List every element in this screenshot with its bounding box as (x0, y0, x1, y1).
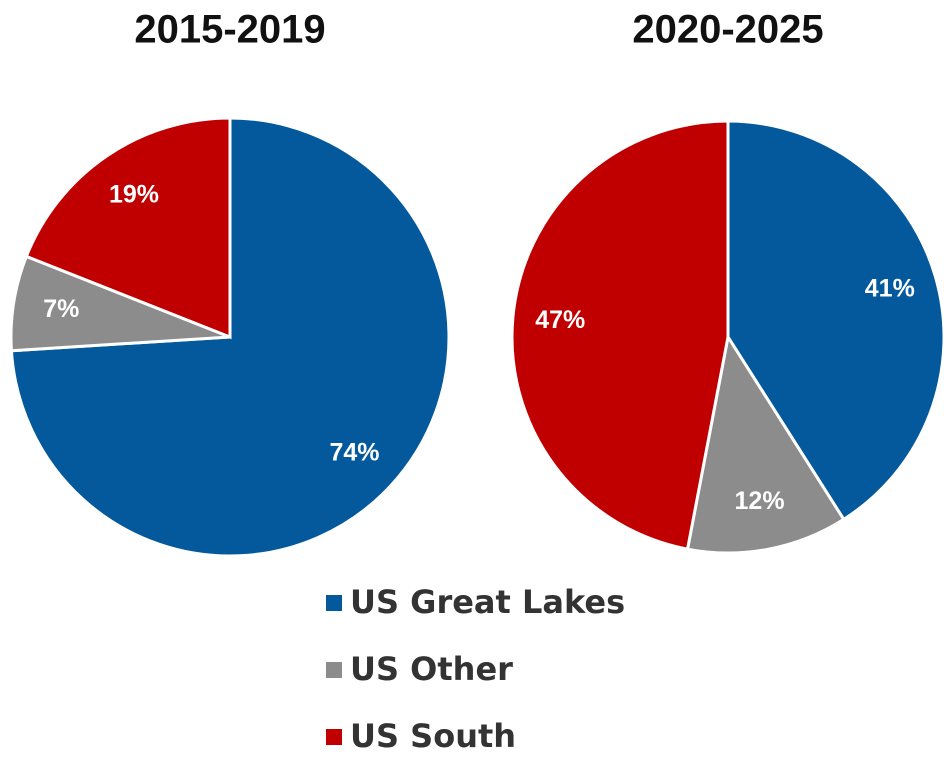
data-label: 41% (865, 275, 915, 303)
pie-slice (510, 119, 730, 551)
legend-swatch (326, 595, 342, 611)
data-label: 7% (43, 295, 79, 323)
pie-slice (24, 116, 232, 340)
pie-slice (685, 332, 846, 555)
legend-label: US Other (350, 650, 513, 688)
legend-swatch (326, 662, 342, 678)
chart-title: 2020-2025 (632, 8, 823, 52)
legend-label: US Great Lakes (350, 583, 625, 621)
data-label: 19% (109, 180, 159, 208)
chart-title: 2015-2019 (134, 8, 325, 52)
data-label: 47% (535, 306, 585, 334)
legend-label: US South (350, 717, 516, 755)
legend-swatch (326, 729, 342, 745)
data-label: 12% (735, 487, 785, 515)
data-label: 74% (329, 439, 379, 467)
